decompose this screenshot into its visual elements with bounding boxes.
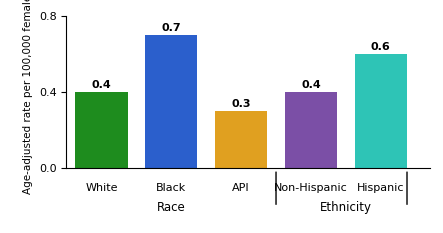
Bar [75, 92, 128, 168]
Text: Ethnicity: Ethnicity [320, 201, 372, 214]
Bar [215, 111, 267, 168]
Text: Hispanic: Hispanic [357, 183, 404, 193]
Text: 0.3: 0.3 [231, 99, 251, 109]
Text: 0.7: 0.7 [161, 23, 181, 33]
Text: 0.4: 0.4 [92, 80, 111, 90]
Text: API: API [232, 183, 250, 193]
Bar [285, 92, 337, 168]
Text: Black: Black [156, 183, 187, 193]
Text: 0.4: 0.4 [301, 80, 321, 90]
Bar [145, 35, 198, 168]
Bar [354, 54, 407, 168]
Text: Non-Hispanic: Non-Hispanic [274, 183, 348, 193]
Text: White: White [85, 183, 118, 193]
Y-axis label: Age-adjusted rate per 100,000 females: Age-adjusted rate per 100,000 females [23, 0, 33, 194]
Text: 0.6: 0.6 [371, 42, 391, 52]
Text: Race: Race [157, 201, 186, 214]
